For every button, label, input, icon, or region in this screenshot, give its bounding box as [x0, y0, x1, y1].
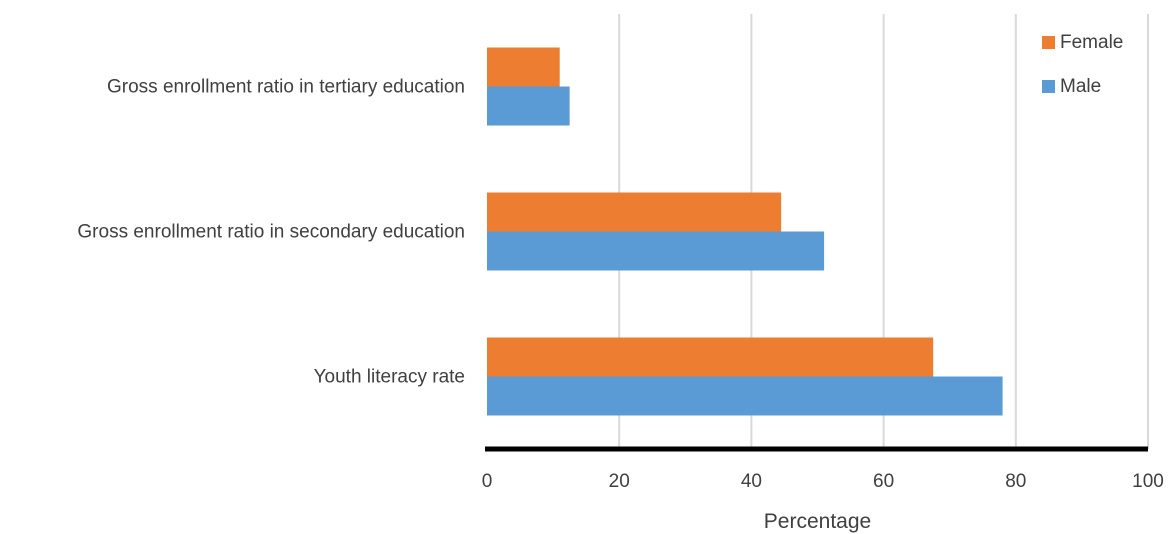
tick-label-80: 80 — [1005, 471, 1026, 492]
legend: Female Male — [1042, 32, 1123, 97]
bars — [487, 47, 1003, 416]
bar-female-1 — [487, 192, 782, 232]
legend-swatch-male — [1042, 80, 1055, 93]
bar-female-0 — [487, 47, 560, 87]
tick-label-0: 0 — [482, 471, 493, 492]
legend-label-female: Female — [1060, 32, 1123, 53]
x-ticks: 0 20 40 60 80 100 — [482, 471, 1164, 492]
bar-male-1 — [487, 231, 825, 271]
bar-male-0 — [487, 86, 570, 126]
legend-label-male: Male — [1060, 76, 1101, 97]
category-label-1: Gross enrollment ratio in secondary educ… — [77, 222, 465, 243]
x-axis-title: Percentage — [764, 510, 871, 533]
tick-label-60: 60 — [873, 471, 894, 492]
category-label-0: Gross enrollment ratio in tertiary educa… — [107, 77, 465, 98]
tick-label-40: 40 — [741, 471, 762, 492]
legend-swatch-female — [1042, 36, 1055, 49]
bar-male-2 — [487, 376, 1003, 416]
bar-female-2 — [487, 337, 934, 377]
category-label-2: Youth literacy rate — [314, 367, 465, 388]
tick-label-20: 20 — [609, 471, 630, 492]
tick-label-100: 100 — [1132, 471, 1164, 492]
category-labels: Gross enrollment ratio in tertiary educa… — [77, 77, 465, 388]
